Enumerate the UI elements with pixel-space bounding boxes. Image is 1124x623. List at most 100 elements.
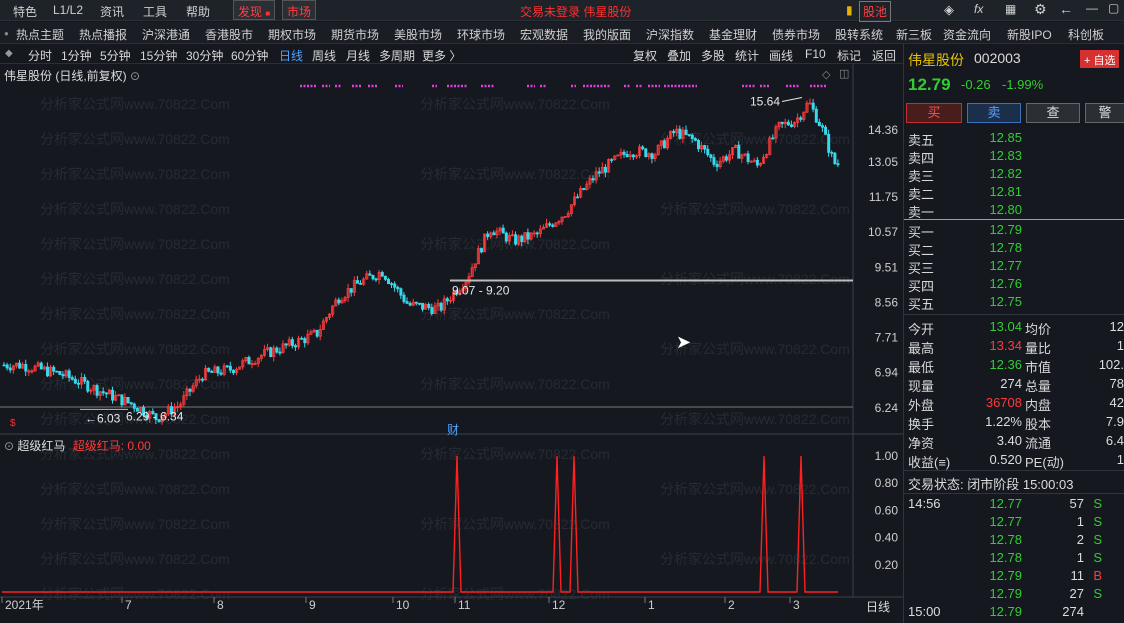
period-more-tab[interactable]: 更多 〉 bbox=[422, 49, 462, 63]
stat-value: 36708 bbox=[985, 395, 1022, 410]
discover-button[interactable]: 发现 ■ bbox=[233, 0, 276, 20]
formula-icon[interactable]: fx bbox=[974, 2, 984, 16]
candle-body bbox=[569, 204, 573, 214]
tool-button[interactable]: 叠加 bbox=[667, 49, 692, 63]
nav-item[interactable]: 股转系统 bbox=[835, 28, 884, 42]
window-toggle-icon[interactable]: ◫ bbox=[839, 68, 850, 80]
tool-button[interactable]: 复权 bbox=[633, 49, 658, 63]
nav-item[interactable]: 香港股市 bbox=[205, 28, 254, 42]
nav-item[interactable]: 债券市场 bbox=[772, 28, 821, 42]
price-tick-label: 7.71 bbox=[875, 330, 899, 344]
candle-body bbox=[545, 223, 549, 228]
period-tab[interactable]: 周线 bbox=[312, 49, 337, 63]
expand-icon[interactable]: ◆ bbox=[5, 48, 13, 59]
candle-body bbox=[588, 178, 592, 185]
tool-button[interactable]: F10 bbox=[805, 47, 826, 61]
diamond-icon[interactable]: ◇ bbox=[822, 69, 831, 81]
tool-button[interactable]: 统计 bbox=[735, 49, 760, 63]
period-tab[interactable]: 30分钟 bbox=[186, 49, 224, 63]
candle-body bbox=[365, 273, 369, 280]
candle-body bbox=[821, 125, 825, 128]
back-arrow-icon[interactable]: ← bbox=[1059, 1, 1073, 17]
layers-icon[interactable]: ◈ bbox=[944, 2, 954, 17]
nav-item[interactable]: 热点播报 bbox=[79, 28, 128, 42]
candle-body bbox=[411, 301, 415, 306]
candle-body bbox=[145, 414, 149, 419]
candle-body bbox=[430, 307, 434, 314]
period-tab[interactable]: 5分钟 bbox=[100, 49, 131, 63]
menu-l1l2[interactable]: L1/L2 bbox=[53, 3, 84, 17]
nav-item[interactable]: 我的版面 bbox=[583, 28, 632, 42]
nav-item[interactable]: 科创板 bbox=[1068, 28, 1105, 42]
candle-body bbox=[684, 129, 688, 135]
query-button[interactable]: 查 bbox=[1026, 103, 1080, 123]
nav-item[interactable]: 期货市场 bbox=[331, 28, 380, 42]
price-tick-label: 13.05 bbox=[868, 155, 898, 169]
candle-body bbox=[433, 305, 437, 314]
quote-panel: 伟星股份 002003 + 自选 12.79 -0.26 -1.99% 买 卖 … bbox=[903, 44, 1124, 623]
candle-body bbox=[30, 370, 34, 373]
dropdown-icon[interactable]: ⊙ bbox=[130, 69, 141, 83]
tick-direction: S bbox=[1093, 496, 1102, 511]
sell-button[interactable]: 卖 bbox=[967, 103, 1021, 123]
chart-svg: 14.36 13.05 11.75 10.57 9.51 8.56 7.71 6.94 6.24… bbox=[0, 64, 903, 612]
period-tab[interactable]: 60分钟 bbox=[231, 49, 269, 63]
candle-body bbox=[334, 299, 338, 307]
tick-direction: S bbox=[1093, 586, 1102, 601]
candle-body bbox=[399, 288, 403, 296]
kline-chart-area[interactable]: 分析家公式网www.70822.Com 分析家公式网www.70822.Com … bbox=[0, 64, 903, 623]
buy-button[interactable]: 买 bbox=[906, 103, 962, 123]
menu-news[interactable]: 资讯 bbox=[100, 5, 125, 19]
orderbook-price: 12.77 bbox=[989, 258, 1022, 273]
candle-body bbox=[811, 102, 815, 110]
period-tab-active[interactable]: 日线 bbox=[279, 49, 304, 63]
tool-button[interactable]: 多股 bbox=[701, 49, 726, 63]
candle-body bbox=[656, 144, 660, 156]
nav-item[interactable]: 期权市场 bbox=[268, 28, 317, 42]
nav-item[interactable]: 美股市场 bbox=[394, 28, 443, 42]
indicator-dropdown-icon[interactable]: ⊙ bbox=[4, 439, 15, 453]
nav-item[interactable]: 宏观数据 bbox=[520, 28, 569, 42]
candle-body bbox=[452, 291, 456, 301]
restore-icon[interactable]: ▢ bbox=[1108, 1, 1120, 15]
time-tick-label: 9 bbox=[309, 598, 316, 612]
stat-label: 内盘 bbox=[1025, 398, 1052, 413]
nav-item[interactable]: 沪深港通 bbox=[142, 28, 191, 42]
menu-help[interactable]: 帮助 bbox=[186, 5, 211, 19]
period-tab[interactable]: 多周期 bbox=[379, 49, 416, 63]
period-tab[interactable]: 15分钟 bbox=[140, 49, 178, 63]
menu-tools[interactable]: 工具 bbox=[143, 5, 168, 19]
nav-item[interactable]: 沪深指数 bbox=[646, 28, 695, 42]
candle-body bbox=[197, 378, 201, 381]
nav-item[interactable]: 资金流向 bbox=[943, 28, 992, 42]
stock-name: 伟星股份 bbox=[908, 52, 964, 68]
period-tab[interactable]: 分时 bbox=[28, 49, 53, 63]
nav-item[interactable]: 环球市场 bbox=[457, 28, 506, 42]
stock-pool-button[interactable]: 股池 bbox=[859, 1, 892, 22]
menu-special[interactable]: 特色 bbox=[13, 5, 38, 19]
market-button[interactable]: 市场 bbox=[282, 0, 317, 20]
minimize-icon[interactable]: — bbox=[1086, 1, 1098, 15]
nav-item[interactable]: 新三板 bbox=[896, 28, 933, 42]
candle-body bbox=[548, 223, 552, 226]
alert-button[interactable]: 警 bbox=[1085, 103, 1124, 123]
candle-body bbox=[176, 405, 180, 409]
candle-body bbox=[297, 337, 301, 348]
nav-item[interactable]: 基金理财 bbox=[709, 28, 758, 42]
tool-button[interactable]: 返回 bbox=[872, 49, 897, 63]
orderbook-price: 12.85 bbox=[989, 130, 1022, 145]
period-tab[interactable]: 1分钟 bbox=[61, 49, 92, 63]
orderbook-label: 卖四 bbox=[908, 151, 935, 166]
finance-marker[interactable]: 财 bbox=[447, 423, 460, 437]
tool-button[interactable]: 画线 bbox=[769, 49, 794, 63]
nav-item[interactable]: 新股IPO bbox=[1007, 28, 1052, 42]
settings-gear-icon[interactable]: ⚙ bbox=[1034, 1, 1047, 17]
add-favorite-button[interactable]: + 自选 bbox=[1080, 50, 1120, 68]
grid-icon[interactable]: ▦ bbox=[1005, 2, 1017, 16]
orderbook-label: 卖一 bbox=[908, 205, 935, 220]
candle-body bbox=[830, 151, 834, 154]
candle-body bbox=[693, 138, 697, 141]
period-tab[interactable]: 月线 bbox=[346, 49, 371, 63]
tool-button[interactable]: 标记 bbox=[837, 49, 862, 63]
nav-item[interactable]: 热点主题 bbox=[16, 28, 65, 42]
